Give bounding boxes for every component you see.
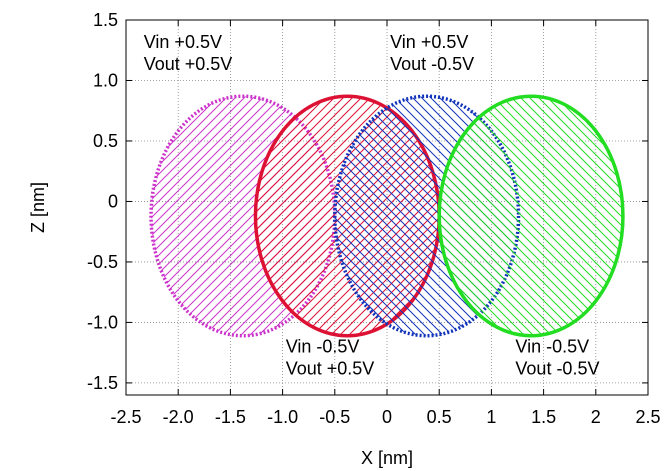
tick-labels: -2.5 -2.0 -1.5 -1.0 -0.5 0 0.5 1 1.5 2 2.5 -1.5 -1.0… <box>87 10 661 427</box>
x-tick-label: -0.5 <box>319 407 350 427</box>
y-tick-label: -1.0 <box>87 312 118 332</box>
y-tick-label: -1.5 <box>87 373 118 393</box>
x-axis-label: X [nm] <box>361 448 413 468</box>
x-tick-label: 2.5 <box>635 407 660 427</box>
y-tick-label: -0.5 <box>87 252 118 272</box>
y-tick-label: 1.0 <box>93 70 118 90</box>
series-group <box>149 94 625 338</box>
axes-frame <box>125 19 649 396</box>
x-tick-label: 0 <box>382 407 392 427</box>
x-tick-label: -2.5 <box>110 407 141 427</box>
x-tick-label: -1.5 <box>215 407 246 427</box>
series-2-annotation-line: Vin -0.5V <box>286 337 360 357</box>
plot-border <box>125 19 649 396</box>
x-tick-label: -1.0 <box>267 407 298 427</box>
series-2-annotation-line: Vout +0.5V <box>286 359 375 379</box>
x-tick-label: 2 <box>591 407 601 427</box>
series-4-annotation-line: Vout -0.5V <box>515 359 599 379</box>
y-tick-label: 1.5 <box>93 10 118 30</box>
y-axis-label: Z [nm] <box>28 182 48 233</box>
x-tick-label: 1.5 <box>531 407 556 427</box>
series-1-annotation-line: Vin +0.5V <box>144 32 222 52</box>
x-tick-label: -2.0 <box>163 407 194 427</box>
series-3-annotation-line: Vin +0.5V <box>390 32 468 52</box>
series-4-ellipse <box>437 94 625 338</box>
y-tick-label: 0.5 <box>93 131 118 151</box>
x-tick-label: 1 <box>486 407 496 427</box>
series-4-annotation-line: Vin -0.5V <box>515 337 589 357</box>
series-3-annotation-line: Vout -0.5V <box>390 54 474 74</box>
y-tick-label: 0 <box>108 191 118 211</box>
x-tick-label: 0.5 <box>427 407 452 427</box>
series-1-annotation-line: Vout +0.5V <box>144 54 233 74</box>
